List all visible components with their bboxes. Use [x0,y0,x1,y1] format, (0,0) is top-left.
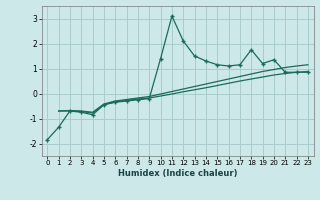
X-axis label: Humidex (Indice chaleur): Humidex (Indice chaleur) [118,169,237,178]
